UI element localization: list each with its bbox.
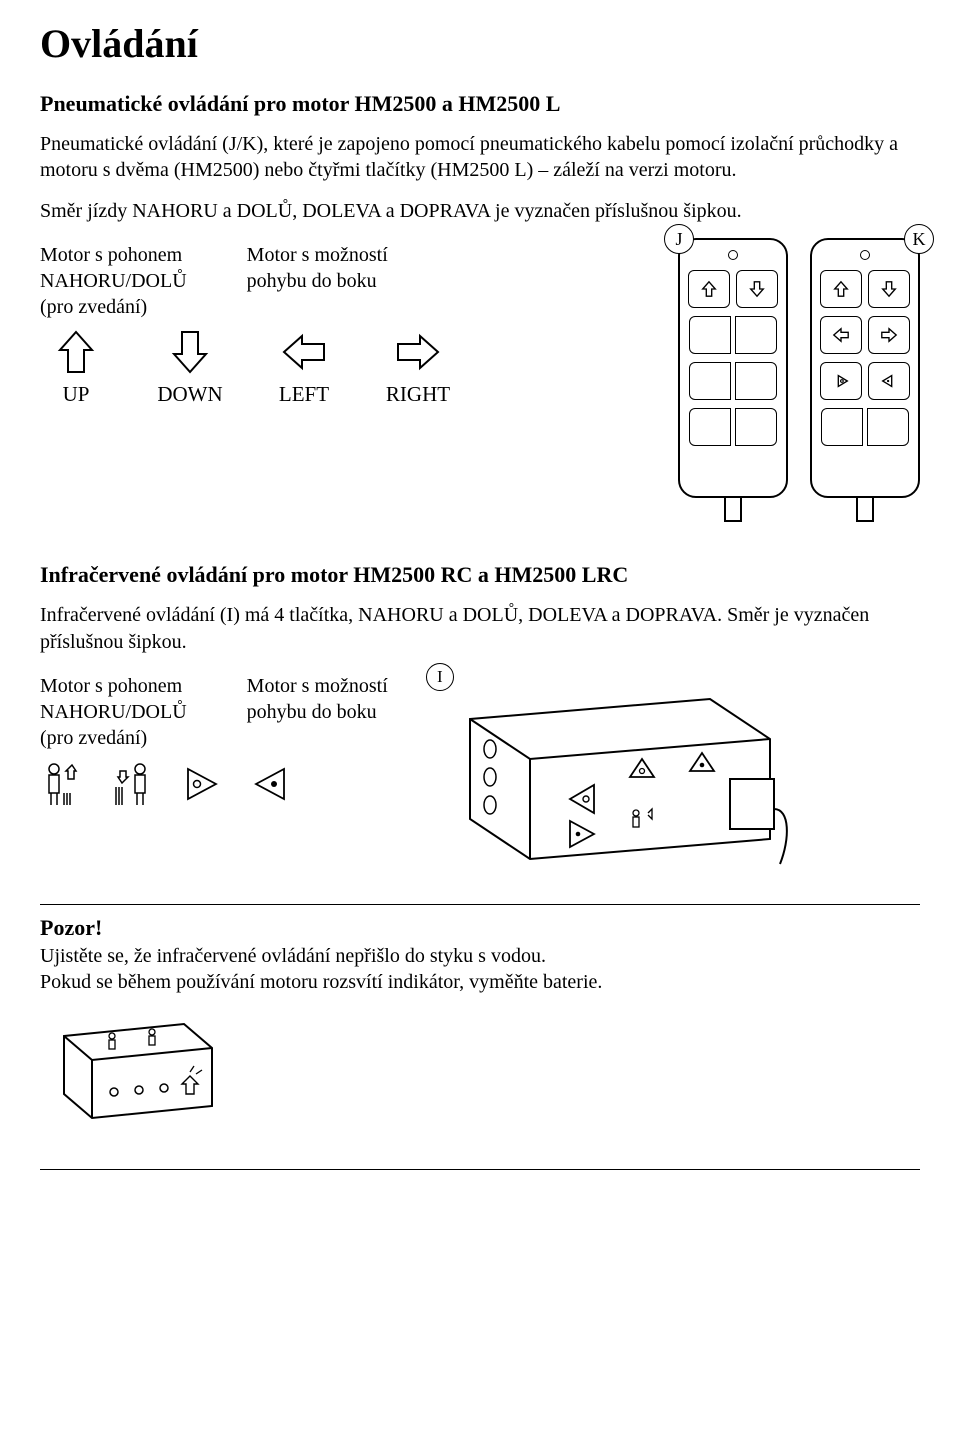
mini-arrow-right-icon <box>880 326 898 344</box>
infrared-row: Motor s pohonem NAHORU/DOLŮ (pro zvedání… <box>40 669 920 874</box>
remote-blank-left-3 <box>689 408 731 446</box>
screw-icon <box>860 250 870 260</box>
remote-j-body <box>678 238 788 498</box>
remote-blank-right-2 <box>735 362 777 400</box>
ir-motor-left-line2: NAHORU/DOLŮ <box>40 699 187 725</box>
person-down-icon <box>110 761 152 807</box>
motor-left-line2: NAHORU/DOLŮ <box>40 268 187 294</box>
remote-k-tag: K <box>904 224 934 254</box>
arrow-right-icon <box>394 328 442 376</box>
arrow-right-label: RIGHT <box>386 382 450 407</box>
remote-btn-up <box>688 270 730 308</box>
remote-btn-eye-tri-left <box>820 362 862 400</box>
arrow-left-icon <box>280 328 328 376</box>
arrow-right-cell: RIGHT <box>382 328 454 407</box>
remote-j-cable <box>724 498 742 522</box>
pneumatic-left-block: Motor s pohonem NAHORU/DOLŮ (pro zvedání… <box>40 238 648 407</box>
remote-k-body <box>810 238 920 498</box>
warning-line-1: Ujistěte se, že infračervené ovládání ne… <box>40 943 920 969</box>
screw-icon <box>728 250 738 260</box>
remote-btn-down <box>868 270 910 308</box>
remote-btn-right <box>868 316 910 354</box>
pneumatic-section: Pneumatické ovládání pro motor HM2500 a … <box>40 91 920 522</box>
ir-motor-left-line3: (pro zvedání) <box>40 725 187 751</box>
arrow-diagram: UP DOWN LEFT <box>40 328 648 407</box>
mini-arrow-left-icon <box>832 326 850 344</box>
eye-tri-left-icon <box>832 372 850 390</box>
infrared-left-block: Motor s pohonem NAHORU/DOLŮ (pro zvedání… <box>40 669 388 807</box>
battery-device-icon <box>44 1006 224 1136</box>
infrared-paragraph: Infračervené ovládání (I) má 4 tlačítka,… <box>40 602 920 655</box>
arrow-down-label: DOWN <box>157 382 222 407</box>
eye-triangle-right-icon <box>250 761 292 807</box>
ir-receiver-icon <box>430 669 790 869</box>
remote-blank-right <box>735 316 777 354</box>
remote-btn-left <box>820 316 862 354</box>
warning-line-2: Pokud se během používání motoru rozsvítí… <box>40 969 920 995</box>
infrared-section: Infračervené ovládání pro motor HM2500 R… <box>40 562 920 874</box>
mini-arrow-up-icon <box>700 280 718 298</box>
ir-motor-right-line1: Motor s možností <box>247 673 388 699</box>
mini-arrow-down-icon <box>880 280 898 298</box>
ir-receiver-diagram: I <box>430 669 790 874</box>
remote-blank-left <box>689 316 731 354</box>
remote-j-tag: J <box>664 224 694 254</box>
motor-col-updown: Motor s pohonem NAHORU/DOLŮ (pro zvedání… <box>40 242 187 320</box>
ir-receiver-tag: I <box>426 663 454 691</box>
remotes-container: J <box>678 238 920 522</box>
motor-columns: Motor s pohonem NAHORU/DOLŮ (pro zvedání… <box>40 242 648 320</box>
pneumatic-row: Motor s pohonem NAHORU/DOLŮ (pro zvedání… <box>40 238 920 522</box>
infrared-heading: Infračervené ovládání pro motor HM2500 R… <box>40 562 920 588</box>
remote-blank-right-3 <box>735 408 777 446</box>
ir-motor-col-side: Motor s možností pohybu do boku <box>247 673 388 751</box>
arrow-up-label: UP <box>63 382 90 407</box>
ir-motor-right-line2: pohybu do boku <box>247 699 388 725</box>
pneumatic-paragraph-1: Pneumatické ovládání (J/K), které je zap… <box>40 131 920 184</box>
ir-icons-row <box>40 761 388 807</box>
ir-motor-left-line1: Motor s pohonem <box>40 673 187 699</box>
remote-k: K <box>810 238 920 522</box>
remote-btn-eye-tri-right <box>868 362 910 400</box>
eye-triangle-left-icon <box>180 761 222 807</box>
pneumatic-heading: Pneumatické ovládání pro motor HM2500 a … <box>40 91 920 117</box>
motor-col-side: Motor s možností pohybu do boku <box>247 242 388 320</box>
remote-btn-up <box>820 270 862 308</box>
battery-device-diagram <box>44 1006 920 1141</box>
remote-blank-right <box>867 408 909 446</box>
mini-arrow-up-icon <box>832 280 850 298</box>
document-page: Ovládání Pneumatické ovládání pro motor … <box>0 0 960 1431</box>
arrow-left-label: LEFT <box>279 382 329 407</box>
remote-j: J <box>678 238 788 522</box>
motor-left-line3: (pro zvedání) <box>40 294 187 320</box>
motor-right-line2: pohybu do boku <box>247 268 388 294</box>
ir-motor-col-updown: Motor s pohonem NAHORU/DOLŮ (pro zvedání… <box>40 673 187 751</box>
pneumatic-paragraph-2: Směr jízdy NAHORU a DOLŮ, DOLEVA a DOPRA… <box>40 198 920 224</box>
eye-tri-right-icon <box>880 372 898 390</box>
arrow-down-icon <box>166 328 214 376</box>
remote-blank-left <box>821 408 863 446</box>
arrow-down-cell: DOWN <box>154 328 226 407</box>
arrow-left-cell: LEFT <box>268 328 340 407</box>
warning-block: Pozor! Ujistěte se, že infračervené ovlá… <box>40 915 920 1141</box>
remote-blank-left-2 <box>689 362 731 400</box>
remote-k-cable <box>856 498 874 522</box>
divider-top <box>40 904 920 905</box>
divider-bottom <box>40 1169 920 1170</box>
remote-btn-down <box>736 270 778 308</box>
person-up-icon <box>40 761 82 807</box>
ir-motor-columns: Motor s pohonem NAHORU/DOLŮ (pro zvedání… <box>40 673 388 751</box>
motor-left-line1: Motor s pohonem <box>40 242 187 268</box>
mini-arrow-down-icon <box>748 280 766 298</box>
arrow-up-icon <box>52 328 100 376</box>
page-title: Ovládání <box>40 20 920 67</box>
warning-title: Pozor! <box>40 915 920 941</box>
motor-right-line1: Motor s možností <box>247 242 388 268</box>
arrow-up-cell: UP <box>40 328 112 407</box>
